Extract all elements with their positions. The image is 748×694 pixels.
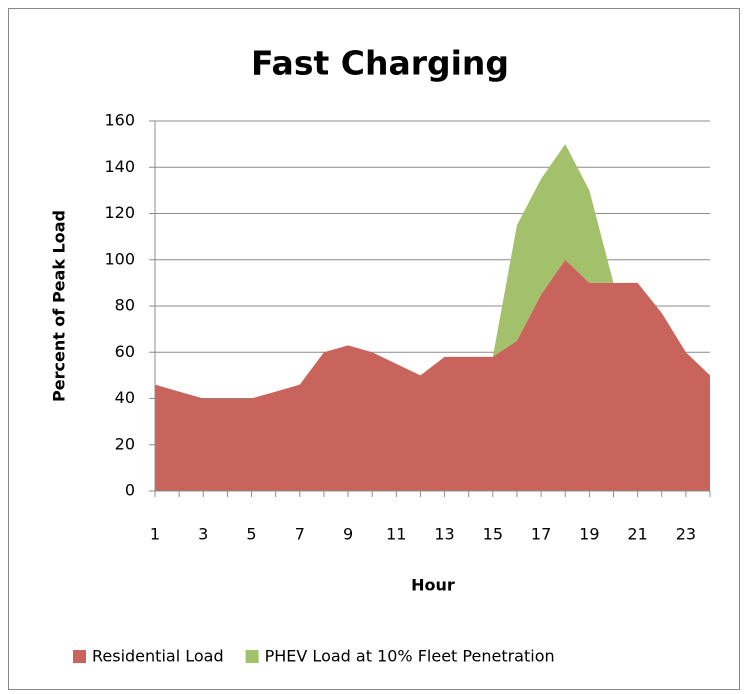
y-tick-label: 160 (104, 111, 135, 130)
y-tick-label: 20 (115, 434, 135, 453)
area (155, 144, 710, 399)
x-tick-label: 17 (531, 525, 551, 544)
y-tick-label: 120 (104, 203, 135, 222)
legend-swatch (245, 650, 259, 663)
y-tick-label: 140 (104, 157, 135, 176)
legend-label: Residential Load (92, 647, 224, 666)
y-axis-label: Percent of Peak Load (50, 210, 69, 402)
x-tick-label: 3 (198, 525, 208, 544)
x-tick-label: 1 (150, 525, 160, 544)
legend-label: PHEV Load at 10% Fleet Penetration (265, 647, 555, 666)
y-tick-label: 60 (115, 342, 135, 361)
x-tick-label: 5 (246, 525, 256, 544)
x-tick-label: 9 (343, 525, 353, 544)
x-tick-label: 11 (386, 525, 406, 544)
x-tick-label: 15 (483, 525, 503, 544)
y-tick-label: 40 (115, 388, 135, 407)
y-tick-label: 0 (125, 481, 135, 500)
x-tick-label: 21 (627, 525, 647, 544)
y-tick-label: 80 (115, 296, 135, 315)
x-tick-label: 13 (434, 525, 454, 544)
legend-swatch (73, 650, 86, 663)
area (155, 259, 710, 491)
x-tick-label: 7 (295, 525, 305, 544)
x-tick-label: 19 (579, 525, 599, 544)
x-axis-label: Hour (411, 576, 455, 595)
chart-title: Fast Charging (251, 44, 509, 83)
y-tick-label: 100 (104, 249, 135, 268)
x-tick-label: 23 (676, 525, 696, 544)
